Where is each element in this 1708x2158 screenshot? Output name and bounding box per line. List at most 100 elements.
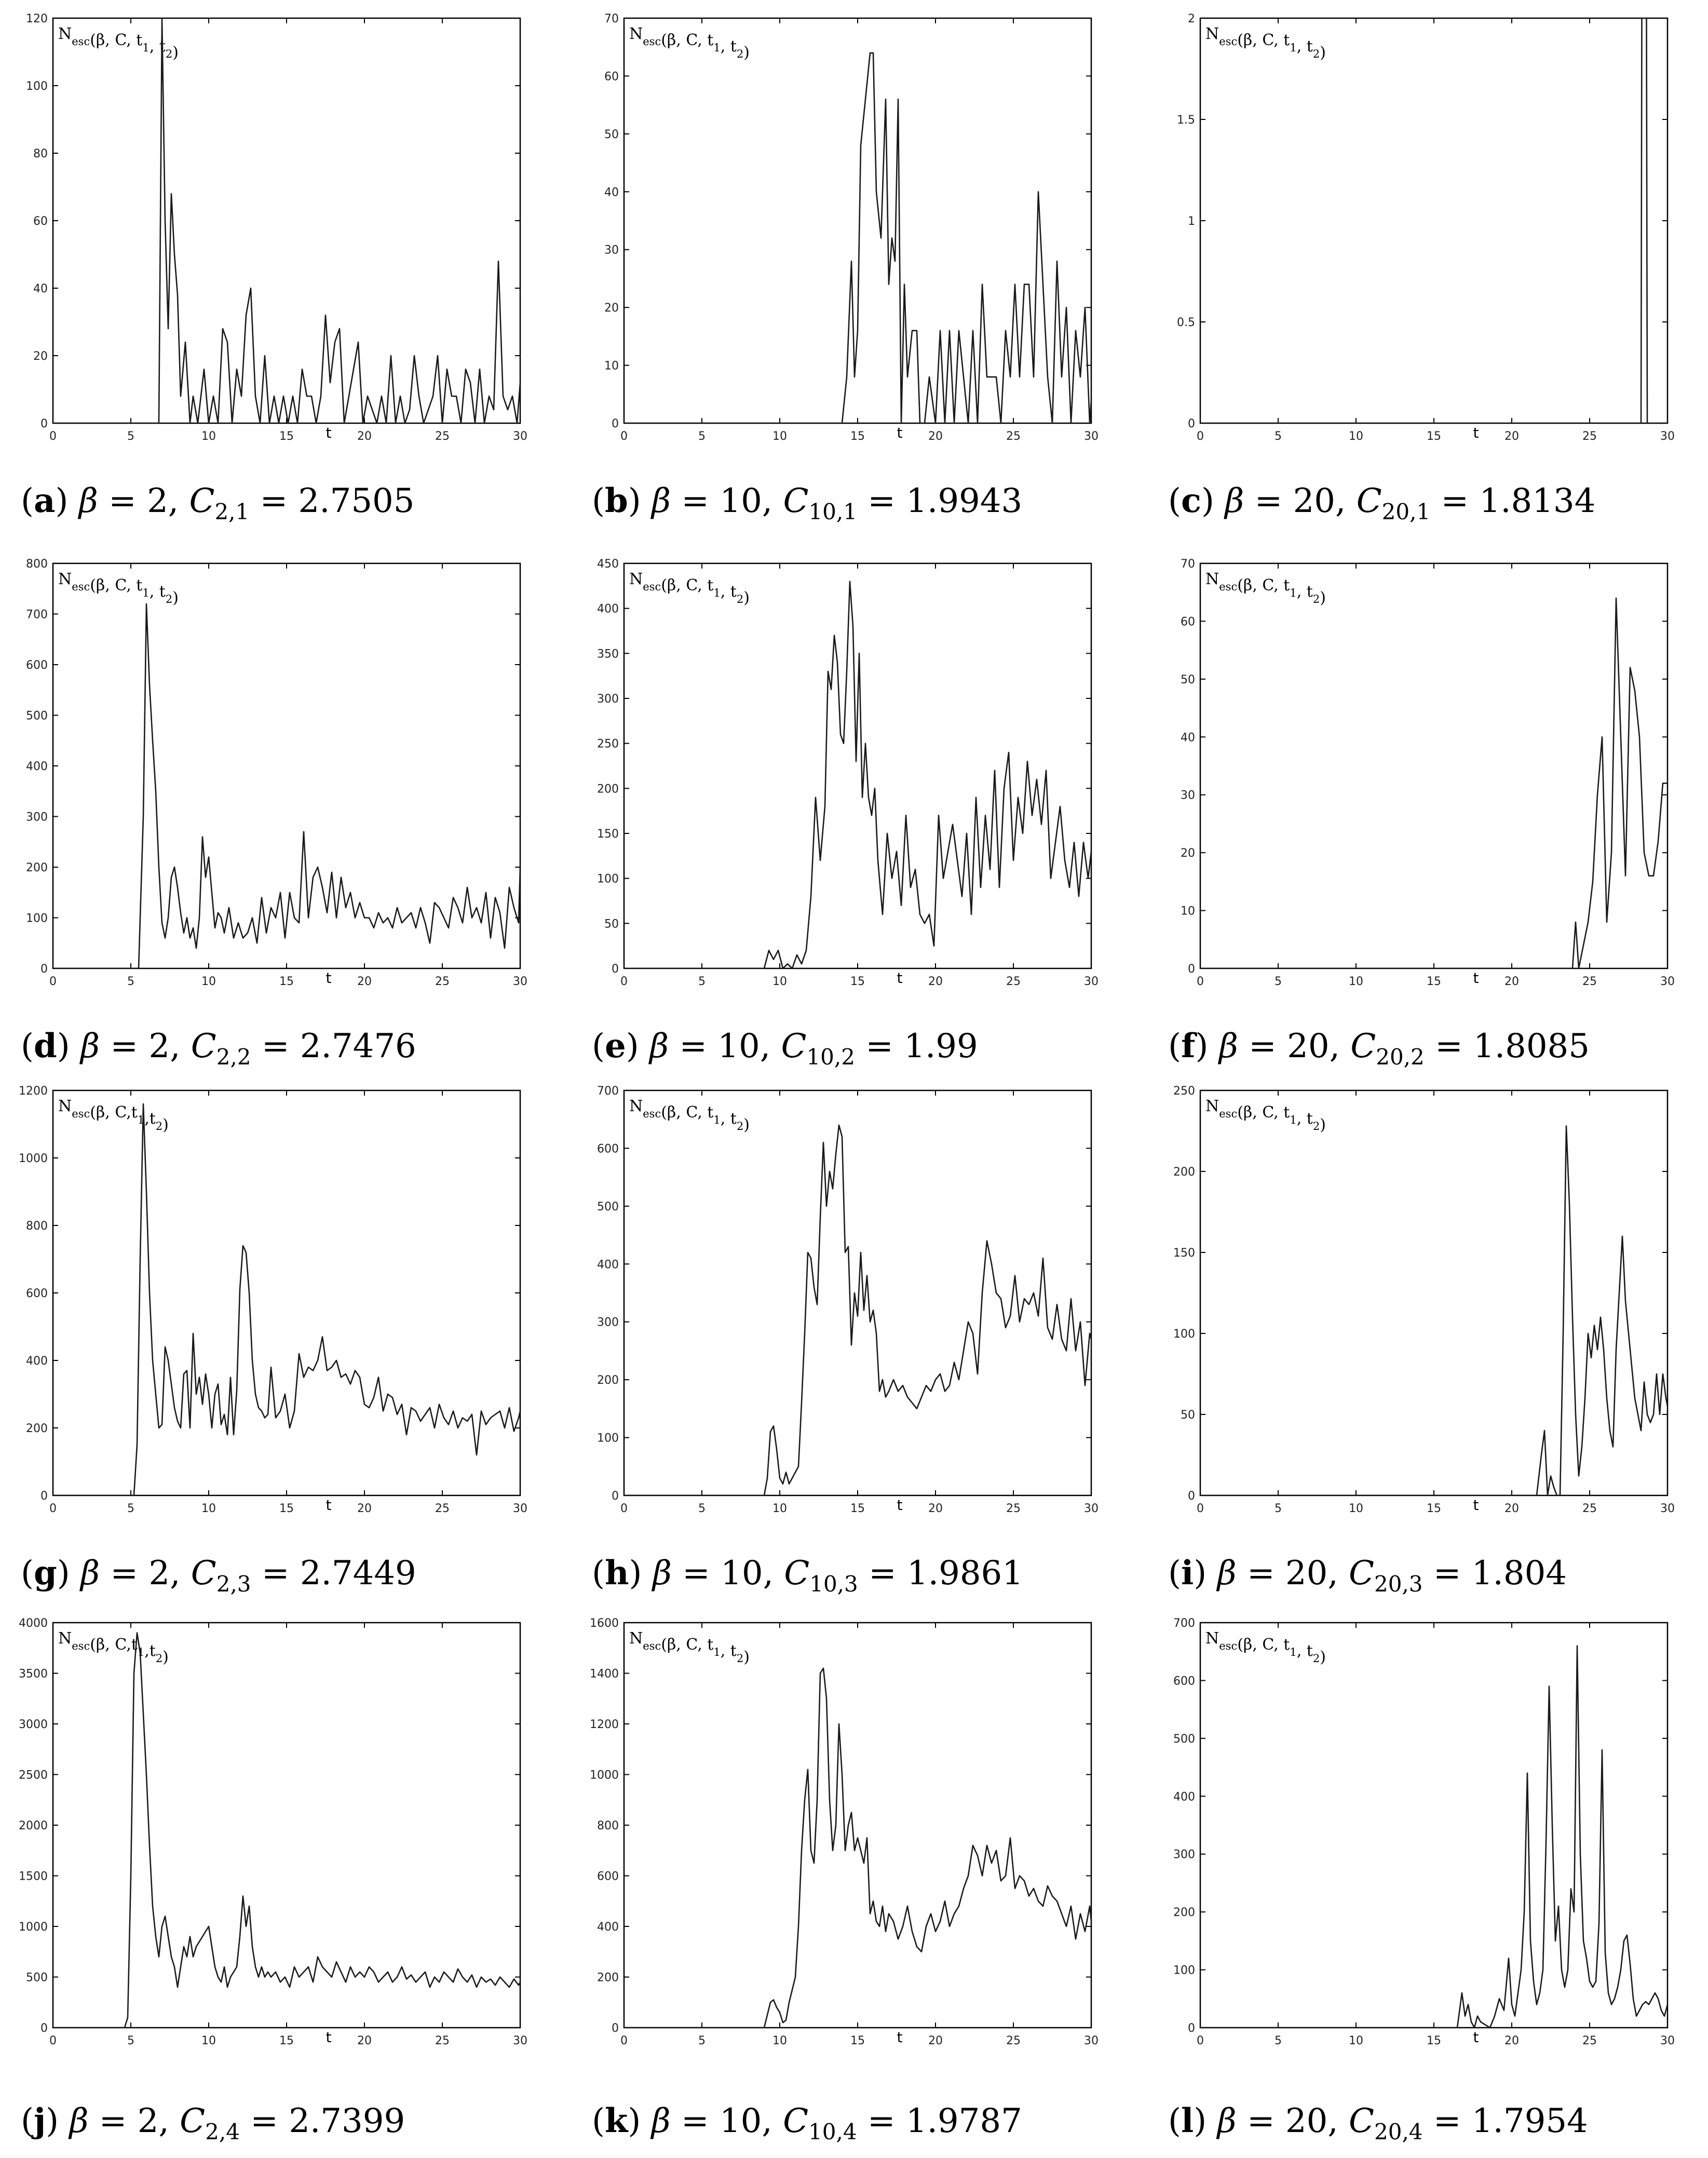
series-line (53, 17, 520, 423)
caption-beta-value: 20 (1285, 1554, 1328, 1593)
x-axis-label: t (897, 1496, 903, 1514)
chart-svg-j: 0 5 10 15 20 25 30 0 500 1000 1500 2000 2500 3000 3500… (19, 1617, 527, 2047)
caption-c-symbol: C (180, 2102, 206, 2140)
y-tick-label: 1000 (19, 1921, 48, 1934)
y-tick-label: 500 (26, 1972, 48, 1985)
y-tick-label: 100 (597, 1432, 619, 1445)
y-tick-label: 0 (612, 2022, 619, 2035)
y-tick-label: 4000 (19, 1617, 48, 1630)
y-tick-label: 40 (33, 282, 48, 295)
y-tick-label: 40 (604, 186, 619, 199)
panel-caption: (f) β = 20, C20,2 = 1.8085 (1168, 1027, 1590, 1070)
y-tick-label: 700 (26, 609, 48, 622)
y-tick-label: 2 (1188, 12, 1195, 25)
y-tick-label: 60 (33, 215, 48, 228)
x-tick-label: 5 (1275, 975, 1282, 988)
y-axis-label: Nesc(β, C, t1, t2) (629, 570, 750, 607)
y-tick-label: 600 (597, 1142, 619, 1155)
x-axis-label: t (326, 424, 332, 441)
y-tick-label: 50 (1181, 673, 1195, 686)
x-tick-label: 15 (850, 975, 865, 988)
chart-panel-e: 0 5 10 15 20 25 30 0 50 100 150 200 250 300 350 400 450 t… (592, 550, 1142, 1080)
caption-letter: i (1181, 1554, 1194, 1593)
y-tick-label: 120 (26, 12, 48, 25)
y-axis-label: Nesc(β, C, t1, t2) (629, 1097, 750, 1134)
x-tick-label: 30 (1084, 975, 1099, 988)
caption-c-symbol: C (191, 1027, 216, 1065)
y-axis-label: Nesc(β, C, t1, t2) (1205, 1097, 1326, 1134)
y-tick-label: 2000 (19, 1819, 48, 1832)
y-tick-label: 3500 (19, 1668, 48, 1681)
caption-c-subscript: 20,4 (1374, 2119, 1423, 2144)
y-tick-label: 600 (26, 659, 48, 672)
x-tick-label: 30 (513, 2034, 527, 2047)
x-tick-label: 0 (1197, 1502, 1204, 1515)
caption-c-value: 2.7505 (298, 482, 415, 520)
x-tick-label: 20 (928, 430, 943, 443)
y-tick-label: 70 (1181, 558, 1195, 571)
y-tick-label: 0 (1188, 1490, 1195, 1503)
caption-c-value: 2.7449 (300, 1554, 416, 1593)
x-tick-label: 20 (1504, 2034, 1519, 2047)
caption-c-subscript: 20,2 (1376, 1044, 1425, 1070)
y-tick-label: 700 (597, 1085, 619, 1098)
y-tick-label: 800 (26, 1220, 48, 1233)
panel-caption: (h) β = 10, C10,3 = 1.9861 (592, 1554, 1023, 1597)
caption-letter: c (1181, 481, 1201, 520)
caption-c-subscript: 10,1 (808, 499, 857, 524)
y-tick-label: 1.5 (1177, 114, 1195, 127)
y-axis-label: Nesc(β, C, t1, t2) (1205, 1629, 1326, 1666)
y-tick-label: 200 (1173, 1906, 1195, 1919)
y-axis-label: Nesc(β, C,t1,t2) (58, 1629, 169, 1666)
x-tick-label: 15 (279, 2034, 294, 2047)
x-tick-label: 20 (1504, 430, 1519, 443)
x-tick-label: 10 (772, 2034, 787, 2047)
y-tick-label: 500 (1173, 1733, 1195, 1746)
y-tick-label: 60 (604, 70, 619, 83)
y-tick-label: 100 (1173, 1328, 1195, 1341)
caption-beta-symbol: β (69, 2102, 89, 2140)
y-tick-label: 0 (1188, 963, 1195, 976)
x-tick-label: 15 (1427, 430, 1441, 443)
caption-beta-symbol: β (652, 482, 671, 520)
x-tick-label: 20 (1504, 975, 1519, 988)
caption-beta-value: 10 (720, 482, 762, 520)
caption-letter: e (604, 1027, 626, 1065)
y-tick-label: 300 (597, 1316, 619, 1329)
x-tick-label: 5 (698, 1502, 706, 1515)
y-tick-label: 2500 (19, 1769, 48, 1782)
caption-beta-value: 20 (1285, 2102, 1328, 2140)
caption-beta-symbol: β (649, 1027, 669, 1065)
x-tick-label: 10 (201, 430, 216, 443)
chart-svg-e: 0 5 10 15 20 25 30050100150200250300350400450t… (597, 558, 1099, 988)
y-tick-label: 600 (597, 1870, 619, 1883)
y-tick-label: 1500 (19, 1870, 48, 1883)
plot-frame (1199, 562, 1669, 969)
caption-beta-value: 10 (719, 2102, 762, 2140)
x-tick-label: 0 (49, 975, 57, 988)
y-tick-label: 600 (26, 1287, 48, 1300)
x-tick-label: 10 (201, 2034, 216, 2047)
y-tick-label: 0 (40, 417, 48, 430)
panel-caption: (j) β = 2, C2,4 = 2.7399 (21, 2101, 405, 2144)
caption-beta-value: 2 (148, 1027, 170, 1065)
caption-c-symbol: C (1350, 1027, 1376, 1065)
y-tick-label: 0 (1188, 2022, 1195, 2035)
y-tick-label: 100 (1173, 1964, 1195, 1977)
x-tick-label: 0 (620, 1502, 628, 1515)
caption-c-value: 1.99 (904, 1027, 978, 1065)
caption-beta-symbol: β (78, 482, 98, 520)
series-line (53, 1632, 520, 2028)
plot-frame (623, 562, 1092, 969)
y-tick-label: 1000 (590, 1769, 619, 1782)
x-tick-label: 0 (49, 430, 57, 443)
x-tick-label: 0 (49, 2034, 57, 2047)
chart-panel-b: 0 5 10 15 20 25 30 0 10 20 30 40 50 60 70 t Nesc(β, C, t… (592, 5, 1142, 535)
x-tick-label: 5 (1275, 1502, 1282, 1515)
y-axis-label: Nesc(β, C, t1, t2) (629, 1629, 750, 1666)
plot-frame (1199, 1089, 1669, 1496)
x-tick-label: 25 (435, 430, 450, 443)
x-axis-label: t (897, 2029, 903, 2046)
caption-c-symbol: C (783, 482, 809, 520)
caption-c-value: 1.804 (1471, 1554, 1567, 1593)
